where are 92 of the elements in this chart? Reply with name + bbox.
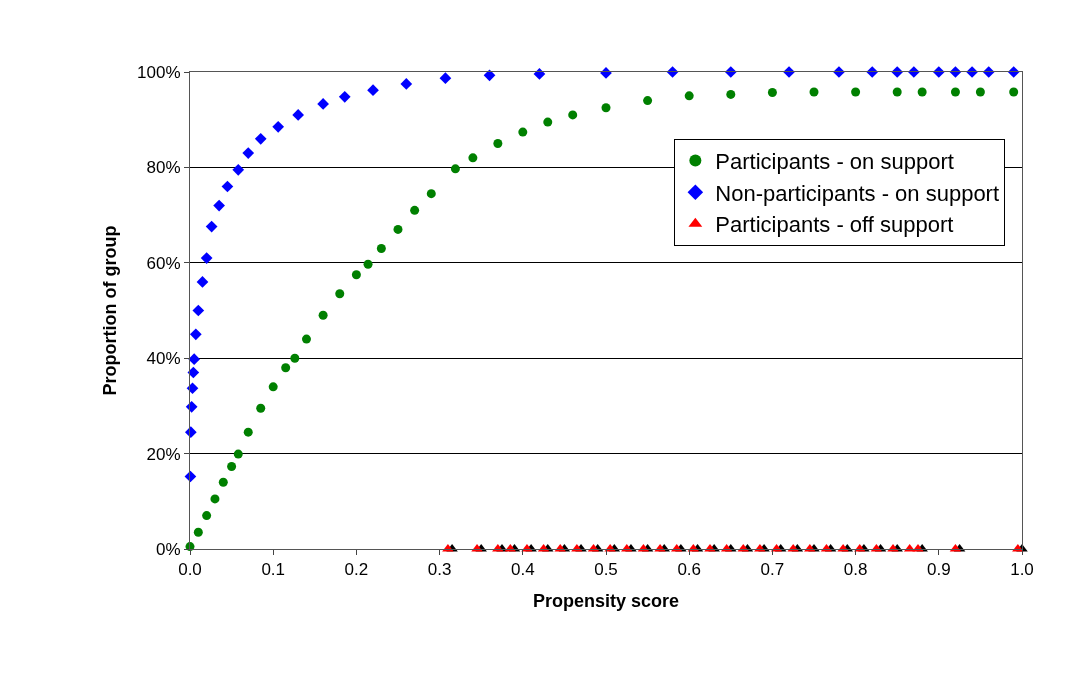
point [533, 68, 546, 80]
point [975, 87, 985, 97]
point [317, 98, 329, 110]
legend-label: Participants - on support [715, 149, 954, 175]
point [256, 403, 266, 413]
point [193, 527, 203, 537]
point [189, 328, 202, 341]
point [393, 224, 403, 234]
point [272, 121, 285, 133]
point [684, 91, 694, 101]
y-tick-label: 100% [137, 62, 181, 82]
point [254, 132, 267, 145]
point [726, 89, 736, 99]
point [205, 220, 218, 233]
point [724, 66, 737, 78]
point [468, 153, 478, 163]
point [932, 66, 945, 78]
point [518, 127, 528, 137]
y-tick-label: 0% [156, 539, 181, 559]
point [439, 72, 452, 85]
point [1009, 87, 1019, 97]
point [376, 243, 386, 253]
point [767, 88, 777, 98]
x-axis-title: Propensity score [532, 590, 680, 611]
point [227, 461, 237, 471]
point [666, 66, 679, 78]
point [233, 449, 243, 459]
y-tick-label: 20% [146, 444, 181, 464]
point [426, 189, 436, 199]
x-tick-label: 0.7 [760, 560, 785, 580]
point [351, 270, 361, 280]
point [243, 427, 253, 437]
point [982, 66, 995, 78]
point [949, 66, 962, 78]
y-tick-label: 60% [146, 253, 181, 273]
point [643, 96, 653, 106]
point [601, 103, 611, 113]
point [188, 353, 201, 365]
point [210, 494, 220, 504]
point [493, 139, 503, 149]
y-tick-label: 40% [146, 349, 181, 369]
y-tick-label: 80% [146, 158, 181, 178]
point [187, 366, 200, 379]
point [367, 84, 379, 96]
x-tick-label: 1.0 [1010, 560, 1034, 580]
x-tick-label: 0.6 [677, 560, 702, 580]
point [410, 205, 420, 215]
point [200, 252, 213, 264]
point [950, 87, 960, 97]
point [281, 363, 291, 373]
point [301, 334, 311, 344]
point [192, 304, 205, 317]
point [213, 199, 225, 212]
point [218, 477, 228, 487]
y-axis-title: Proportion of group [100, 225, 121, 396]
x-tick-label: 0.3 [427, 560, 452, 580]
point [917, 87, 927, 97]
x-tick-label: 0.2 [344, 560, 369, 580]
x-tick-label: 0.8 [843, 560, 868, 580]
point [242, 147, 255, 159]
point [196, 276, 209, 288]
point [543, 117, 553, 127]
point [851, 87, 861, 97]
point [290, 353, 300, 363]
point [186, 382, 199, 395]
point [891, 66, 904, 78]
point [335, 289, 345, 299]
point [185, 401, 198, 413]
point [866, 66, 879, 78]
point [450, 164, 460, 174]
x-tick-label: 0.0 [178, 560, 202, 580]
point [483, 69, 496, 82]
point [892, 87, 902, 97]
point [318, 310, 328, 320]
point [338, 90, 351, 103]
x-tick-label: 0.9 [926, 560, 951, 580]
point [221, 180, 234, 193]
legend-label: Participants - off support [715, 212, 954, 238]
x-tick-label: 0.5 [594, 560, 618, 580]
point [232, 163, 245, 176]
point [202, 511, 212, 521]
x-tick-label: 0.1 [261, 560, 286, 580]
point [809, 87, 819, 97]
point [568, 110, 578, 120]
point [363, 259, 373, 269]
point [268, 382, 278, 392]
x-tick-label: 0.4 [510, 560, 535, 580]
legend-label: Non-participants - on support [715, 180, 1000, 206]
point [907, 66, 920, 78]
point [1007, 66, 1020, 78]
point [292, 109, 305, 121]
point [400, 78, 413, 90]
